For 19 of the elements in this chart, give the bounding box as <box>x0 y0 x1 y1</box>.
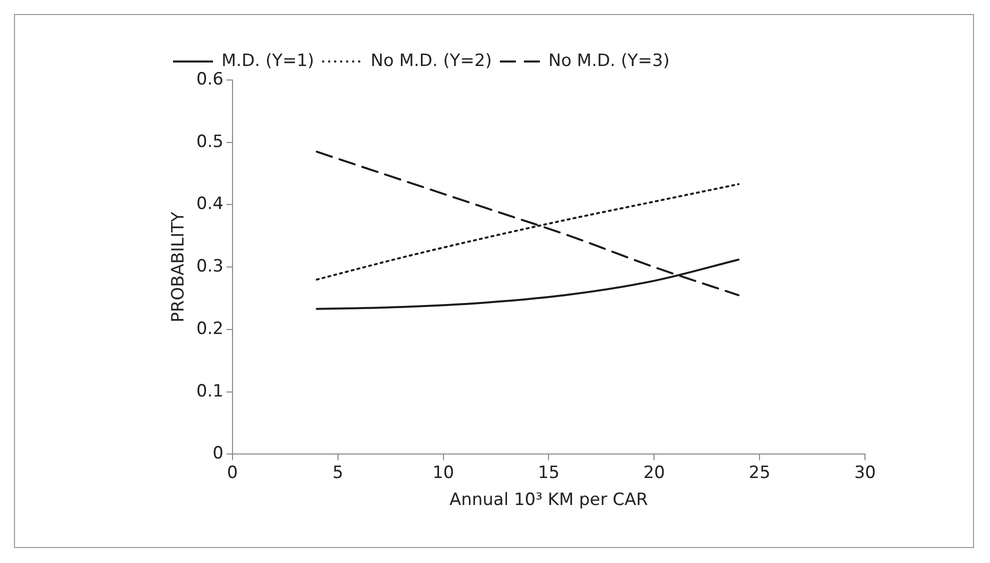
x-axis-title: Annual 10³ KM per CAR <box>449 490 648 510</box>
y-tick-label: 0.1 <box>196 381 224 402</box>
y-axis-title: PROBABILITY <box>168 211 189 322</box>
y-tick-label: 0.6 <box>196 69 224 90</box>
x-tick-label: 20 <box>643 462 665 483</box>
legend-label: No M.D. (Y=3) <box>548 50 670 71</box>
y-tick-label: 0 <box>212 444 224 464</box>
y-tick-label: 0.3 <box>196 256 224 277</box>
legend-label: M.D. (Y=1) <box>222 50 314 71</box>
y-tick-label: 0.2 <box>196 318 224 339</box>
x-tick-label: 10 <box>432 462 454 483</box>
x-tick-label: 25 <box>748 462 770 483</box>
y-tick-label: 0.4 <box>196 194 224 214</box>
legend-label: No M.D. (Y=2) <box>370 50 492 71</box>
x-tick-label: 15 <box>538 462 560 483</box>
y-tick-label: 0.5 <box>196 132 224 152</box>
x-tick-label: 0 <box>227 462 238 483</box>
x-tick-label: 5 <box>332 462 344 483</box>
x-tick-label: 30 <box>854 462 876 483</box>
